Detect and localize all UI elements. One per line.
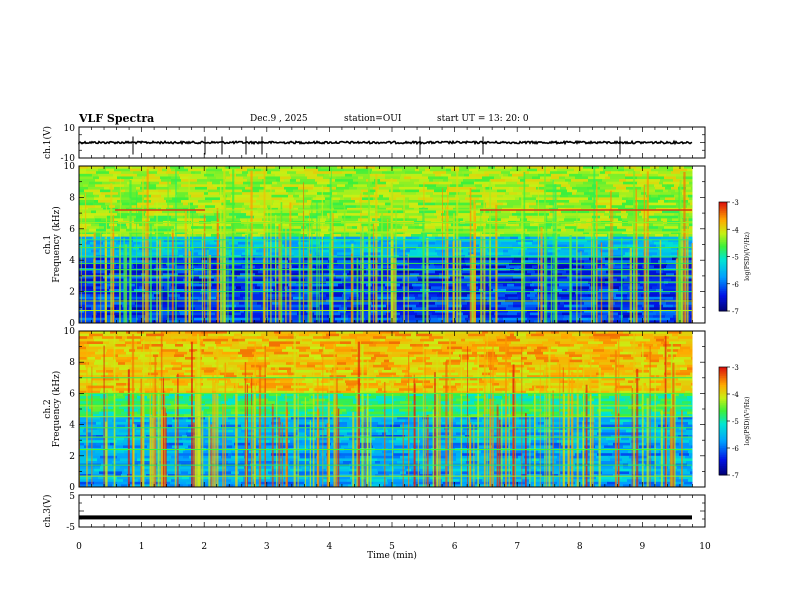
x-tick-label: 0 — [76, 542, 82, 552]
x-tick-label: 2 — [201, 542, 207, 552]
x-tick-label: 3 — [264, 542, 270, 552]
colorbar-tick-label: -5 — [732, 254, 739, 262]
x-tick-label: 10 — [699, 542, 711, 552]
colorbar-tick-label: -4 — [732, 391, 739, 399]
y-tick-label: 10 — [64, 327, 76, 337]
y-axis-label: ch.1(V) — [42, 126, 53, 159]
colorbar — [719, 202, 727, 312]
x-tick-label: 5 — [389, 542, 395, 552]
ch1-waveform-trace — [78, 139, 693, 146]
colorbar — [719, 367, 727, 476]
y-axis-label: ch.1 — [43, 235, 53, 254]
y-tick-label: 10 — [64, 162, 76, 172]
x-tick-label: 8 — [577, 542, 583, 552]
start-time-label: start UT = 13: 20: 0 — [437, 114, 529, 124]
ch2-spectrogram-image — [79, 331, 693, 488]
y-tick-label: 0 — [69, 483, 75, 493]
y-tick-label: 6 — [69, 225, 75, 235]
y-tick-label: 4 — [69, 256, 75, 266]
ch1-spectrogram-image — [79, 166, 693, 324]
colorbar-tick-label: -7 — [732, 308, 739, 316]
x-tick-label: 7 — [514, 542, 520, 552]
colorbar-tick-label: -6 — [732, 281, 739, 289]
colorbar-tick-label: -7 — [732, 472, 739, 480]
x-tick-label: 9 — [640, 542, 646, 552]
colorbar-tick-label: -3 — [732, 199, 739, 207]
y-tick-label: 5 — [69, 492, 75, 502]
y-tick-label: 2 — [69, 452, 75, 462]
y-tick-label: -10 — [61, 154, 76, 164]
colorbar-tick-label: -4 — [732, 226, 739, 234]
x-tick-label: 6 — [452, 542, 458, 552]
colorbar-tick-label: -5 — [732, 418, 739, 426]
ch3-waveform-trace — [79, 515, 692, 520]
y-tick-label: 10 — [64, 124, 76, 134]
y-tick-label: -5 — [66, 523, 75, 533]
y-axis-label: Frequency (kHz) — [51, 371, 62, 448]
x-tick-label: 4 — [327, 542, 333, 552]
y-tick-label: 6 — [69, 389, 75, 399]
colorbar-tick-label: -3 — [732, 364, 739, 372]
y-axis-label: ch.3(V) — [42, 495, 53, 528]
x-axis-label: Time (min) — [367, 550, 417, 561]
y-tick-label: 8 — [69, 358, 75, 368]
station-label: station=OUI — [344, 114, 402, 124]
chart-title: VLF Spectra — [79, 112, 155, 125]
date-label: Dec.9 , 2025 — [250, 114, 308, 124]
colorbar-tick-label: -6 — [732, 445, 739, 453]
x-tick-label: 1 — [139, 542, 145, 552]
y-tick-label: 4 — [69, 421, 75, 431]
y-axis-label: Frequency (kHz) — [51, 206, 62, 283]
colorbar-label: log(PSD)(V²/Hz) — [744, 232, 751, 281]
colorbar-label: log(PSD)(V²/Hz) — [744, 397, 751, 446]
y-tick-label: 8 — [69, 193, 75, 203]
y-tick-label: 0 — [69, 319, 75, 329]
y-axis-label: ch.2 — [43, 399, 53, 418]
y-tick-label: 2 — [69, 288, 75, 298]
